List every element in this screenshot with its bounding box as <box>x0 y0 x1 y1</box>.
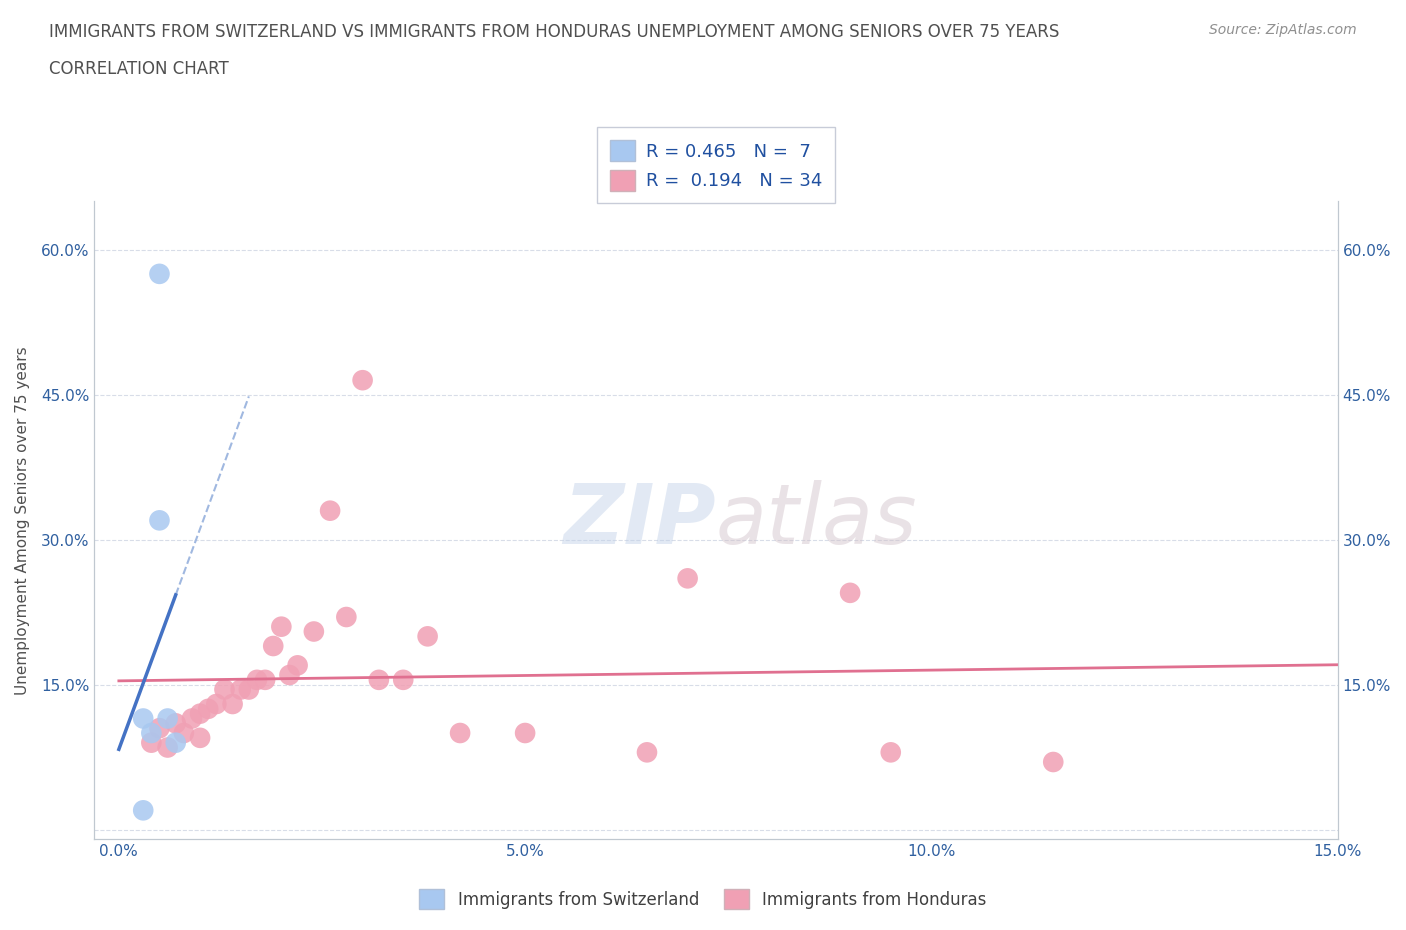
Point <box>173 725 195 740</box>
Point <box>156 740 179 755</box>
Point <box>165 716 187 731</box>
Point <box>141 736 163 751</box>
Point <box>165 736 187 751</box>
Point <box>221 697 243 711</box>
Legend: Immigrants from Switzerland, Immigrants from Honduras: Immigrants from Switzerland, Immigrants … <box>411 881 995 917</box>
Point <box>449 725 471 740</box>
Point <box>636 745 658 760</box>
Point <box>132 803 155 817</box>
Point <box>839 585 862 600</box>
Point <box>416 629 439 644</box>
Point <box>880 745 903 760</box>
Text: atlas: atlas <box>716 480 918 561</box>
Point <box>513 725 536 740</box>
Point <box>214 682 236 697</box>
Point <box>181 711 204 726</box>
Point <box>367 672 389 687</box>
Point <box>148 266 170 281</box>
Text: CORRELATION CHART: CORRELATION CHART <box>49 60 229 78</box>
Point <box>141 725 163 740</box>
Point <box>229 682 252 697</box>
Point <box>1042 754 1064 769</box>
Text: IMMIGRANTS FROM SWITZERLAND VS IMMIGRANTS FROM HONDURAS UNEMPLOYMENT AMONG SENIO: IMMIGRANTS FROM SWITZERLAND VS IMMIGRANT… <box>49 23 1060 41</box>
Point <box>319 503 342 518</box>
Point <box>262 639 284 654</box>
Point <box>156 711 179 726</box>
Point <box>392 672 415 687</box>
Y-axis label: Unemployment Among Seniors over 75 years: Unemployment Among Seniors over 75 years <box>15 346 30 695</box>
Point <box>188 730 211 745</box>
Text: Source: ZipAtlas.com: Source: ZipAtlas.com <box>1209 23 1357 37</box>
Point <box>238 682 260 697</box>
Point <box>676 571 699 586</box>
Point <box>197 701 219 716</box>
Point <box>188 706 211 721</box>
Point <box>335 609 357 624</box>
Point <box>132 711 155 726</box>
Point <box>148 721 170 736</box>
Text: ZIP: ZIP <box>564 480 716 561</box>
Point <box>246 672 269 687</box>
Legend: R = 0.465   N =  7, R =  0.194   N = 34: R = 0.465 N = 7, R = 0.194 N = 34 <box>598 127 835 204</box>
Point <box>278 668 301 683</box>
Point <box>287 658 309 672</box>
Point <box>352 373 374 388</box>
Point <box>205 697 228 711</box>
Point <box>148 513 170 528</box>
Point <box>302 624 325 639</box>
Point <box>254 672 277 687</box>
Point <box>270 619 292 634</box>
